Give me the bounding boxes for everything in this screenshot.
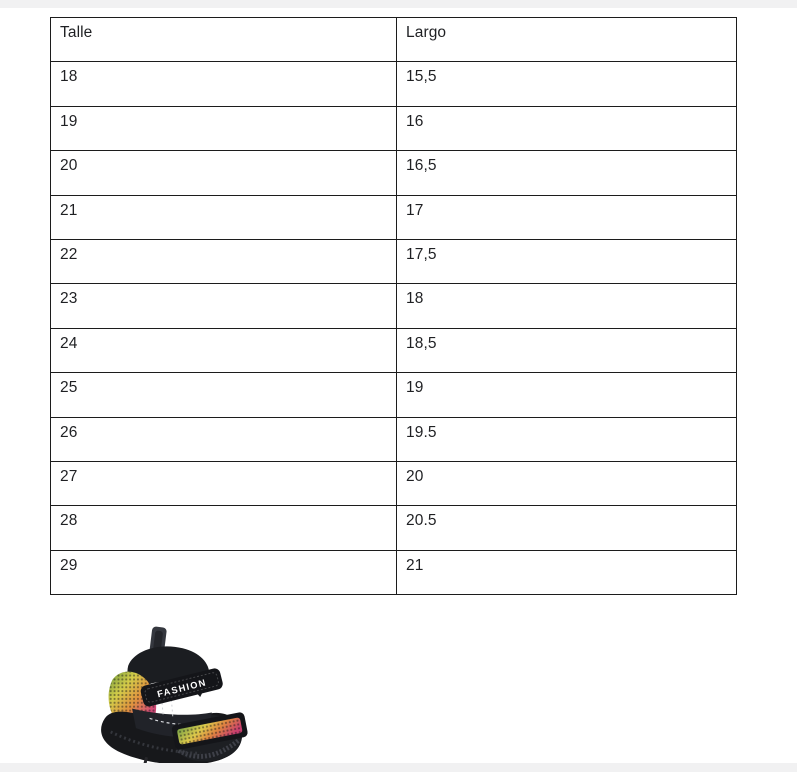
talle-cell: 28 — [50, 505, 397, 551]
table-header-row: Talle Largo — [50, 16, 737, 63]
table-row: 20 16,5 — [50, 150, 737, 196]
largo-cell: 19.5 — [396, 416, 737, 462]
table-row: 22 17,5 — [50, 238, 737, 285]
top-gray-band — [0, 0, 797, 8]
talle-cell: 25 — [50, 372, 397, 418]
largo-cell: 20.5 — [396, 505, 737, 551]
table-row: 26 19.5 — [50, 416, 737, 462]
largo-cell: 17,5 — [396, 238, 737, 285]
table-row: 24 18,5 — [50, 327, 737, 374]
talle-cell: 29 — [50, 549, 397, 596]
bottom-gray-band — [0, 763, 797, 772]
size-chart-table: Talle Largo 18 15,5 19 16 20 16,5 21 17 22 17,5 23… — [50, 16, 737, 596]
product-photo-sandal: FASHION — [101, 626, 248, 765]
table-row: 27 20 — [50, 460, 737, 507]
talle-cell: 18 — [50, 61, 397, 107]
column-header-talle: Talle — [50, 16, 397, 63]
largo-cell: 17 — [396, 194, 737, 240]
largo-cell: 18,5 — [396, 327, 737, 374]
largo-cell: 21 — [396, 549, 737, 596]
size-chart-header: Talle Largo — [50, 16, 737, 63]
table-row: 28 20.5 — [50, 505, 737, 551]
table-row: 21 17 — [50, 194, 737, 240]
table-row: 25 19 — [50, 372, 737, 418]
largo-cell: 15,5 — [396, 61, 737, 107]
talle-cell: 23 — [50, 283, 397, 329]
largo-cell: 20 — [396, 460, 737, 507]
talle-cell: 27 — [50, 460, 397, 507]
largo-cell: 16 — [396, 105, 737, 152]
talle-cell: 21 — [50, 194, 397, 240]
table-row: 18 15,5 — [50, 61, 737, 107]
sandal-fashion-strap: FASHION — [140, 668, 223, 707]
talle-cell: 22 — [50, 238, 397, 285]
table-row: 19 16 — [50, 105, 737, 152]
talle-cell: 20 — [50, 150, 397, 196]
table-row: 29 21 — [50, 549, 737, 596]
largo-cell: 16,5 — [396, 150, 737, 196]
talle-cell: 24 — [50, 327, 397, 374]
largo-cell: 19 — [396, 372, 737, 418]
sandal-toe-strap — [171, 712, 248, 750]
table-row: 23 18 — [50, 283, 737, 329]
largo-cell: 18 — [396, 283, 737, 329]
talle-cell: 26 — [50, 416, 397, 462]
talle-cell: 19 — [50, 105, 397, 152]
column-header-largo: Largo — [396, 16, 737, 63]
size-chart-body: 18 15,5 19 16 20 16,5 21 17 22 17,5 23 18 24 18,5 25 19… — [50, 61, 737, 596]
